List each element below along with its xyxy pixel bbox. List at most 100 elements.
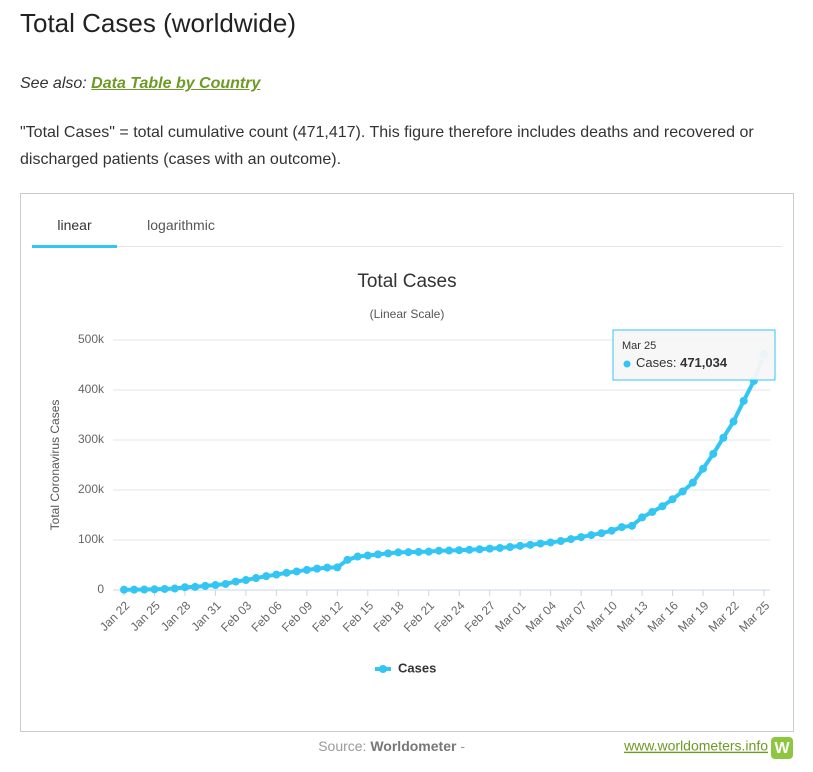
point [262, 572, 271, 581]
x-tick-label: Mar 01 [492, 598, 529, 635]
chart-box [20, 193, 794, 732]
x-tick-label: Feb 12 [309, 598, 346, 635]
point [343, 555, 352, 564]
x-tick-label: Jan 28 [158, 598, 194, 634]
x-tick-label: Jan 25 [127, 598, 163, 634]
x-tick-label: Mar 07 [553, 598, 590, 635]
point [201, 581, 210, 590]
tab[interactable]: linear [57, 217, 92, 233]
point [282, 568, 291, 577]
point [140, 585, 149, 594]
tab-divider [32, 246, 782, 247]
point [292, 567, 301, 576]
point [607, 526, 616, 535]
point [363, 551, 372, 560]
point [506, 542, 515, 551]
y-tick-label: 100k [78, 532, 105, 546]
x-tick-label: Feb 27 [462, 598, 499, 635]
point [638, 513, 647, 522]
see-also-link[interactable]: Data Table by Country [91, 75, 261, 92]
point [313, 564, 322, 573]
point [465, 545, 474, 554]
x-tick-label: Mar 16 [645, 598, 682, 635]
x-tick-label: Mar 13 [614, 598, 651, 635]
point [130, 585, 139, 594]
point [241, 576, 250, 585]
page-title: Total Cases (worldwide) [20, 8, 296, 38]
point [221, 579, 230, 588]
point [373, 550, 382, 559]
point [191, 582, 200, 591]
point [211, 581, 220, 590]
x-tick-label: Mar 10 [584, 598, 621, 635]
point [231, 577, 240, 586]
point [120, 585, 128, 594]
point [394, 548, 403, 557]
point [566, 535, 575, 544]
point [434, 546, 443, 555]
point [587, 531, 596, 540]
logo [771, 737, 793, 759]
point [353, 552, 362, 561]
see-also: See also: Data Table by Country [20, 75, 260, 93]
x-tick-label: Mar 04 [523, 598, 560, 635]
point [150, 585, 159, 594]
x-tick-label: Mar 19 [675, 598, 712, 635]
point [323, 563, 332, 572]
point [272, 570, 281, 579]
tab[interactable]: logarithmic [147, 217, 215, 233]
point [546, 538, 555, 547]
point [424, 547, 433, 556]
point [252, 574, 261, 583]
source-separator: - [460, 738, 465, 754]
point [170, 584, 179, 593]
source: Source: Worldometer - [318, 738, 465, 754]
point [658, 502, 667, 511]
point [688, 478, 697, 487]
y-tick-label: 500k [78, 332, 105, 346]
x-tick-label: Feb 24 [431, 598, 468, 635]
x-tick-label: Feb 15 [340, 598, 377, 635]
point [617, 523, 626, 532]
point [516, 541, 525, 550]
point [445, 546, 454, 555]
source-label: Source: [318, 738, 366, 754]
point [668, 495, 677, 504]
tooltip-marker [623, 360, 631, 368]
logo-text: W [774, 740, 790, 757]
x-tick-label: Feb 21 [401, 598, 438, 635]
description: "Total Cases" = total cumulative count (… [20, 124, 754, 168]
y-tick-label: 200k [78, 482, 105, 496]
point [384, 549, 393, 558]
x-tick-label: Feb 09 [279, 598, 316, 635]
see-also-label: See also: [20, 75, 87, 92]
legend-marker [379, 665, 387, 673]
point [627, 521, 636, 530]
point [180, 583, 189, 592]
point [404, 548, 413, 557]
x-tick-label: Mar 25 [736, 598, 773, 635]
y-tick-label: 300k [78, 432, 105, 446]
y-tick-label: 400k [78, 382, 105, 396]
chart-title: Total Cases [357, 271, 456, 292]
tooltip-text: Cases: 471,034 [636, 355, 728, 370]
point [414, 547, 423, 556]
point [455, 546, 464, 555]
point [699, 464, 708, 473]
x-tick-label: Feb 18 [370, 598, 407, 635]
point [678, 487, 687, 496]
x-tick-label: Mar 22 [706, 598, 743, 635]
point [302, 565, 311, 574]
y-axis-title: Total Coronavirus Cases [48, 400, 62, 531]
tooltip-date: Mar 25 [622, 340, 656, 352]
source-link[interactable]: www.worldometers.info [623, 738, 768, 754]
point [495, 543, 504, 552]
source-name: Worldometer [370, 738, 457, 754]
point [526, 540, 535, 549]
y-tick-label: 0 [97, 582, 104, 596]
x-tick-label: Feb 06 [248, 598, 285, 635]
x-tick-label: Feb 03 [218, 598, 255, 635]
point [719, 433, 728, 442]
